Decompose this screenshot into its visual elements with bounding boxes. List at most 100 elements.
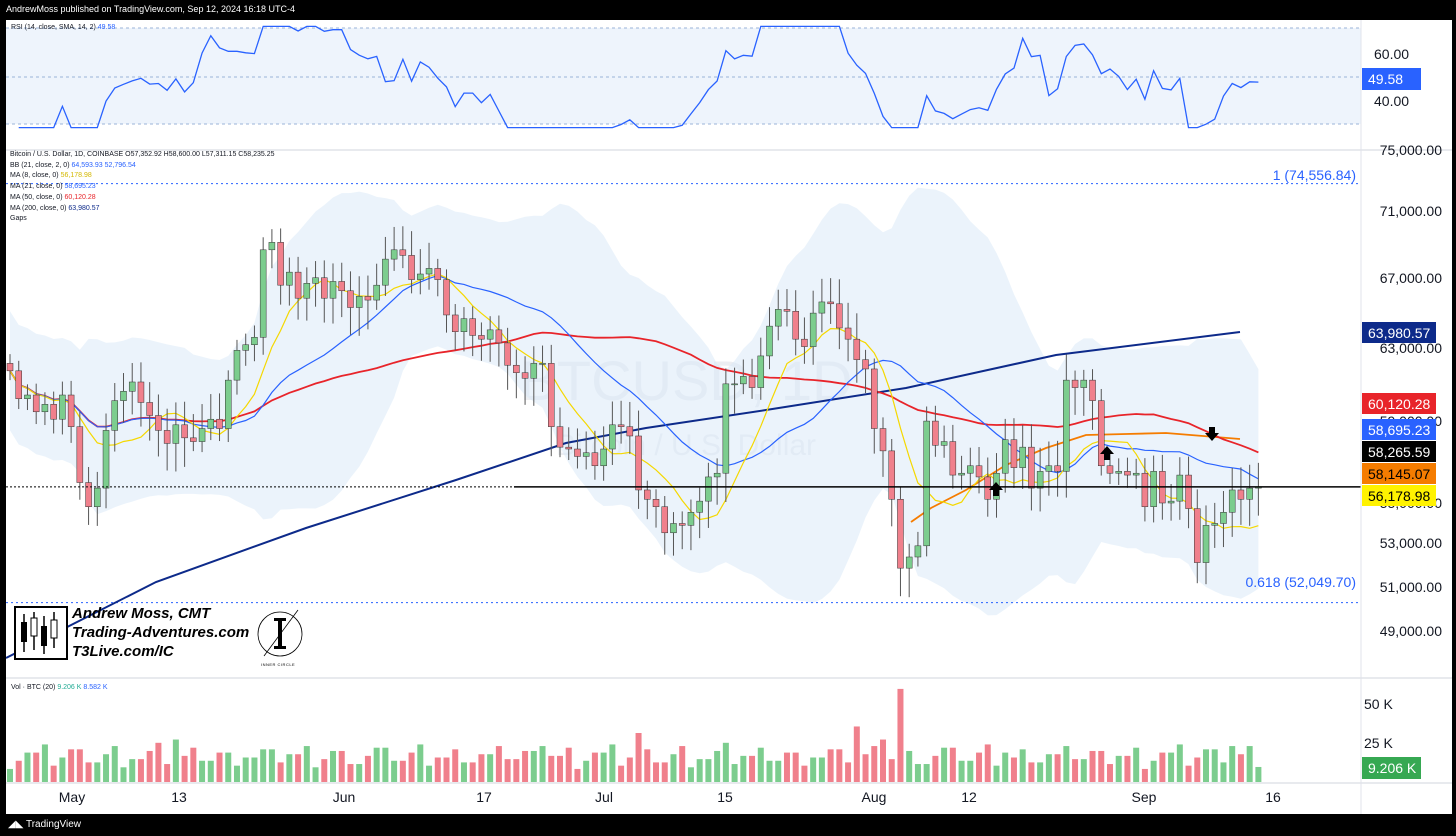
candle-body — [24, 394, 31, 399]
candle-body — [809, 312, 817, 347]
candle-body — [984, 476, 992, 500]
candle-body — [871, 368, 878, 429]
candle-body — [513, 364, 520, 373]
price-tag-text: 63,980.57 — [1368, 325, 1430, 341]
volume-bar — [984, 744, 991, 782]
volume-bar — [539, 746, 546, 782]
volume-bar — [565, 747, 572, 782]
volume-value-tag — [1362, 757, 1421, 779]
candle-body — [294, 271, 302, 299]
candle-body — [626, 426, 634, 437]
volume-bar — [932, 755, 939, 782]
tradingview-brand: ◢◣ TradingView — [8, 819, 81, 830]
price-tag-bg — [1362, 485, 1436, 506]
volume-bar — [827, 749, 834, 782]
candle-body — [355, 296, 363, 308]
candle-body — [565, 446, 572, 450]
time-axis-label: 15 — [717, 789, 733, 805]
volume-bar — [1124, 755, 1131, 782]
candle-body — [644, 489, 651, 500]
candle-body — [940, 441, 948, 446]
top-attribution-bar: AndrewMoss published on TradingView.com,… — [0, 0, 1456, 20]
volume-bar — [635, 733, 642, 782]
candle-body — [1141, 472, 1149, 507]
volume-bar — [897, 688, 904, 782]
candle-body — [1124, 471, 1131, 476]
volume-bar — [1203, 749, 1210, 782]
volume-bar — [967, 760, 974, 782]
volume-bar — [242, 757, 249, 782]
volume-bar — [888, 759, 895, 782]
volume-bar — [775, 760, 782, 782]
volume-bar — [321, 759, 328, 782]
author-name: Andrew Moss, CMT — [72, 605, 211, 622]
candle-body — [958, 472, 965, 476]
volume-bar — [731, 764, 738, 782]
volume-bar — [1220, 762, 1227, 782]
candle-body — [399, 249, 407, 256]
candle-body — [163, 430, 171, 444]
candle-body — [661, 506, 668, 534]
rsi-legend: RSI (14, close, SMA, 14, 2) 49.58 — [11, 23, 115, 34]
volume-bar — [722, 742, 729, 782]
rsi-value-tag — [1362, 68, 1421, 90]
volume-bar — [792, 752, 799, 782]
candle-body — [862, 359, 869, 370]
volume-bar — [705, 759, 712, 782]
price-tag-text: 60,120.28 — [1368, 396, 1430, 412]
ohlc-values: O57,352.92 H58,600.00 L57,311.15 C58,235… — [125, 151, 275, 158]
candle-body — [338, 281, 345, 292]
rsi-axis-label-40: 40.00 — [1374, 93, 1409, 109]
ma200-legend-row: MA (200, close, 0) 63,980.57 — [10, 204, 274, 215]
time-axis-label: 16 — [1265, 789, 1281, 805]
volume-legend-label: Vol · BTC (20) — [11, 684, 56, 691]
candle-body — [102, 430, 110, 489]
price-axis-label: 49,000.00 — [1380, 623, 1442, 639]
time-axis-label: 12 — [961, 789, 977, 805]
volume-bar — [600, 752, 607, 782]
price-axis-label: 67,000.00 — [1380, 270, 1442, 286]
volume-bar — [1098, 750, 1105, 782]
volume-bar — [190, 747, 197, 782]
candle-body — [1246, 487, 1253, 500]
rsi-value-tag-text: 49.58 — [1368, 71, 1403, 87]
candle-body — [155, 415, 162, 431]
candle-body — [329, 281, 337, 299]
candle-body — [41, 404, 49, 413]
candle-body — [652, 499, 660, 507]
volume-bar — [399, 760, 406, 782]
tradingview-logo-icon: ◢◣ — [8, 819, 26, 830]
volume-bar — [1185, 765, 1192, 782]
volume-bar — [312, 767, 319, 782]
volume-bar — [1028, 762, 1035, 782]
candle-body — [1176, 474, 1184, 502]
candle-body — [949, 441, 957, 476]
arrow-down-icon — [1205, 427, 1219, 441]
rsi-line — [18, 25, 1259, 129]
candle-body — [932, 420, 939, 446]
volume-bar — [68, 749, 75, 782]
volume-bar — [155, 742, 162, 782]
time-axis-label: May — [59, 789, 85, 805]
author-link: T3Live.com/IC — [72, 643, 174, 660]
volume-bar — [460, 762, 467, 782]
volume-bar — [1037, 762, 1044, 782]
candle-body — [1098, 400, 1105, 467]
candle-body — [1220, 512, 1227, 524]
fib-label-bottom: 0.618 (52,049.70) — [1245, 574, 1356, 590]
volume-bar — [1072, 759, 1079, 782]
candle-body — [434, 268, 442, 280]
time-axis-label: Aug — [862, 789, 887, 805]
volume-bar — [1255, 766, 1262, 782]
volume-bar — [871, 746, 878, 782]
candle-body — [748, 376, 756, 388]
arrow-up-icon — [989, 482, 1003, 496]
bottom-brand-bar: ◢◣ TradingView — [0, 814, 1456, 836]
candle-body — [783, 309, 791, 312]
volume-bar — [434, 757, 441, 782]
volume-bar — [618, 765, 625, 782]
author-logo: Andrew Moss, CMT Trading-Adventures.com … — [14, 604, 314, 670]
volume-bar — [1019, 749, 1026, 782]
